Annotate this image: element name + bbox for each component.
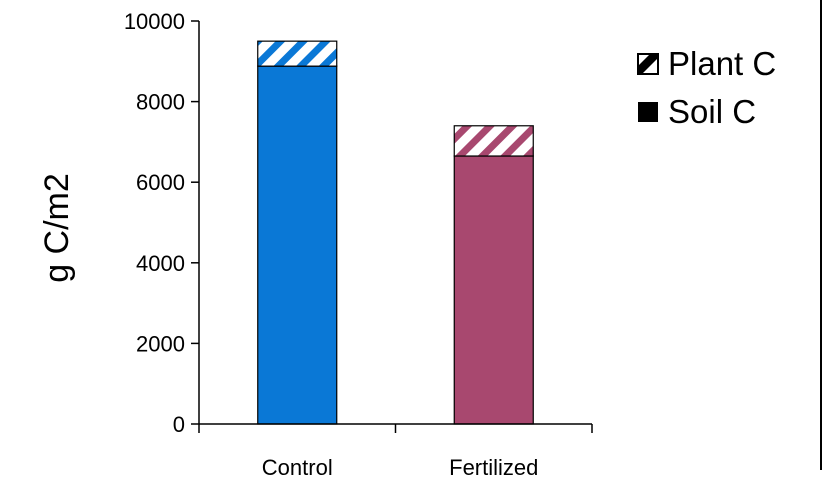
x-category-label: Control [262, 455, 333, 480]
x-category-label: Fertilized [449, 455, 538, 480]
bar-soil-c-fertilized [453, 155, 534, 425]
y-tick-label: 0 [173, 412, 185, 437]
legend-swatch-hatch-fill [638, 54, 658, 74]
bar-soil-c-control [257, 65, 338, 425]
slide-right-border [820, 0, 822, 470]
bars-layer [257, 40, 534, 425]
bar-plant-c-control [257, 40, 338, 67]
x-axis: Control Fertilized [198, 423, 593, 480]
y-axis: 0 2000 4000 6000 8000 10000 [124, 9, 200, 437]
legend-swatch-solid [638, 102, 658, 122]
legend-item-plant-c: Plant C [636, 45, 776, 82]
y-tick-label: 6000 [136, 170, 185, 195]
legend-label-soil-c: Soil C [668, 93, 756, 130]
legend: Plant C Soil C [636, 45, 776, 130]
y-tick-label: 10000 [124, 9, 185, 34]
y-tick-label: 8000 [136, 90, 185, 115]
y-tick-label: 2000 [136, 331, 185, 356]
legend-label-plant-c: Plant C [668, 45, 776, 82]
legend-item-soil-c: Soil C [638, 93, 756, 130]
y-axis-label: g C/m2 [38, 173, 76, 283]
bar-plant-c-fertilized [453, 125, 534, 157]
y-tick-label: 4000 [136, 251, 185, 276]
